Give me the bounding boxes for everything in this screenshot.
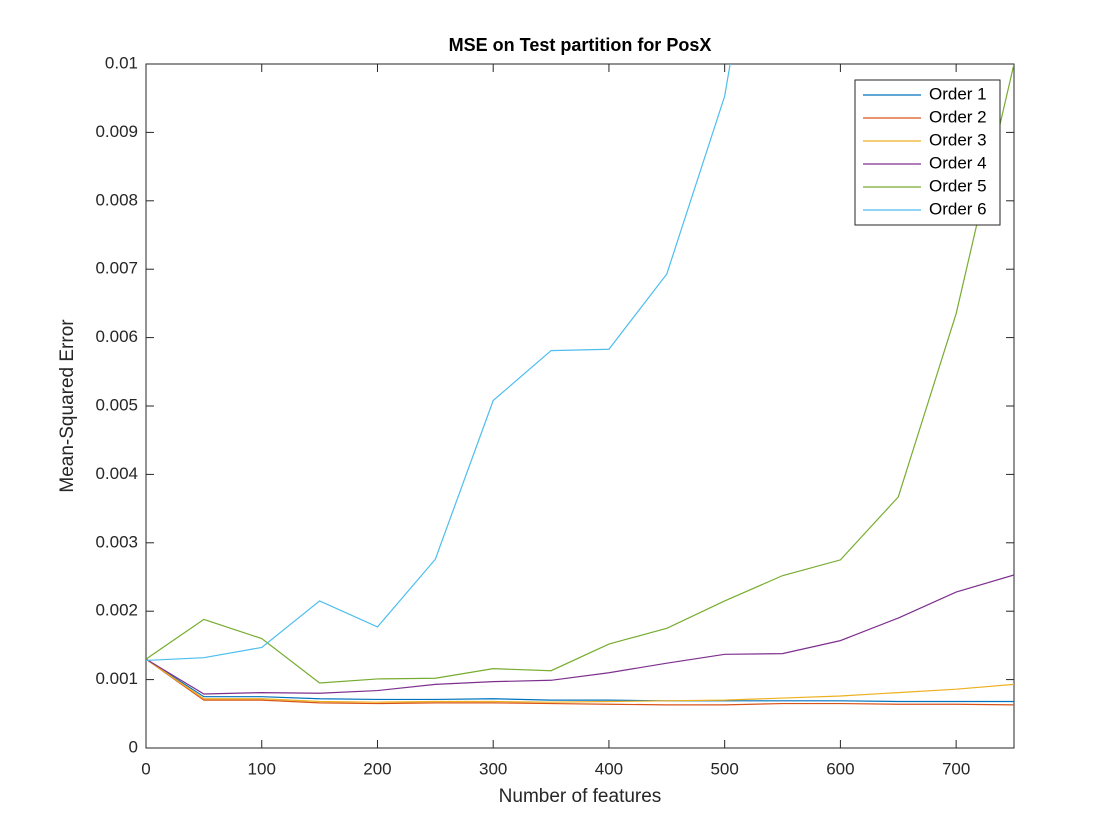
x-tick-label: 200 — [363, 759, 391, 778]
series-line — [146, 64, 1014, 684]
legend-label: Order 5 — [929, 176, 987, 195]
y-tick-label: 0.009 — [95, 122, 138, 141]
legend-label: Order 4 — [929, 153, 987, 172]
chart-title: MSE on Test partition for PosX — [449, 35, 712, 55]
series-line — [146, 658, 1014, 703]
series-line — [146, 658, 1014, 706]
x-tick-label: 400 — [595, 759, 623, 778]
x-tick-label: 500 — [710, 759, 738, 778]
y-tick-label: 0.01 — [105, 53, 138, 72]
x-tick-label: 600 — [826, 759, 854, 778]
y-tick-label: 0 — [129, 737, 138, 756]
y-tick-label: 0.002 — [95, 601, 138, 620]
x-axis-label: Number of features — [499, 786, 662, 807]
legend-label: Order 3 — [929, 130, 987, 149]
y-tick-label: 0.003 — [95, 532, 138, 551]
y-tick-label: 0.004 — [95, 464, 138, 483]
legend-box — [854, 79, 1001, 226]
y-tick-label: 0.001 — [95, 669, 138, 688]
x-tick-label: 300 — [479, 759, 507, 778]
series-line — [146, 574, 1014, 695]
y-tick-label: 0.008 — [95, 190, 138, 209]
legend-label: Order 1 — [929, 84, 987, 103]
y-tick-label: 0.005 — [95, 395, 138, 414]
x-tick-label: 100 — [248, 759, 276, 778]
series-line — [146, 658, 1014, 703]
plot-area — [146, 64, 1014, 706]
series-line — [146, 64, 731, 662]
legend-label: Order 6 — [929, 199, 987, 218]
y-tick-label: 0.007 — [95, 259, 138, 278]
y-tick-label: 0.006 — [95, 327, 138, 346]
y-axis-label: Mean-Squared Error — [57, 319, 78, 493]
legend-label: Order 2 — [929, 107, 987, 126]
x-tick-label: 0 — [141, 759, 150, 778]
x-tick-label: 700 — [942, 759, 970, 778]
